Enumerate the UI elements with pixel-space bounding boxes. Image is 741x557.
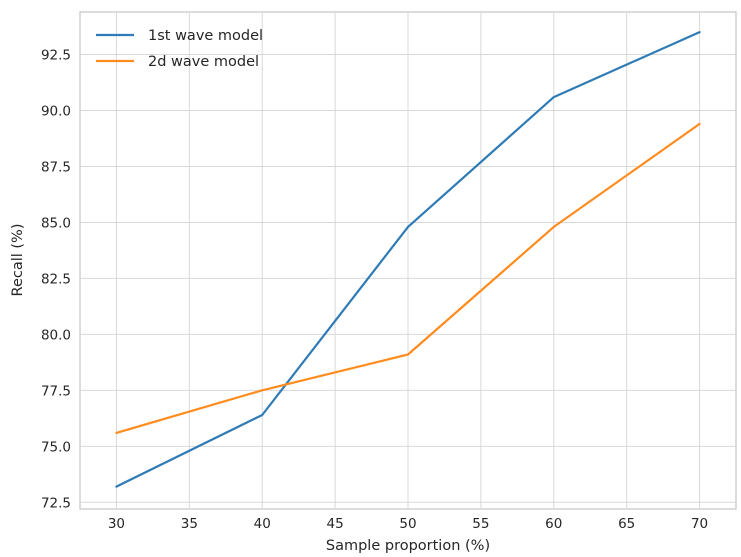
y-tick-label: 75.0: [41, 439, 71, 455]
x-tick-label: 55: [472, 516, 489, 532]
y-tick-label: 87.5: [41, 159, 71, 175]
x-tick-label: 70: [691, 516, 708, 532]
x-axis-ticks: 30 35 40 45 50 55 60 65 70: [108, 516, 708, 532]
x-tick-label: 35: [181, 516, 198, 532]
series-line-2: [115, 122, 701, 434]
y-tick-label: 90.0: [41, 104, 71, 120]
x-tick-label: 60: [545, 516, 562, 532]
y-tick-label: 80.0: [41, 327, 71, 343]
x-tick-label: 30: [108, 516, 125, 532]
legend: 1st wave model 2d wave model: [96, 28, 263, 70]
legend-label-2: 2d wave model: [148, 54, 259, 70]
grid-lines: [80, 12, 736, 509]
y-tick-label: 85.0: [41, 215, 71, 231]
series-line-1: [115, 30, 701, 488]
x-tick-label: 65: [618, 516, 635, 532]
x-tick-label: 45: [327, 516, 344, 532]
y-axis-ticks: 72.5 75.0 77.5 80.0 82.5 85.0 87.5 90.0 92.5: [41, 48, 71, 512]
x-tick-label: 50: [399, 516, 416, 532]
y-tick-label: 92.5: [41, 48, 71, 64]
y-tick-label: 77.5: [41, 383, 71, 399]
legend-label-1: 1st wave model: [148, 28, 263, 44]
x-tick-label: 40: [254, 516, 271, 532]
y-tick-label: 72.5: [41, 495, 71, 511]
y-axis-title: Recall (%): [10, 224, 26, 297]
series-lines: [115, 30, 701, 488]
x-axis-title: Sample proportion (%): [326, 538, 490, 554]
y-tick-label: 82.5: [41, 271, 71, 287]
